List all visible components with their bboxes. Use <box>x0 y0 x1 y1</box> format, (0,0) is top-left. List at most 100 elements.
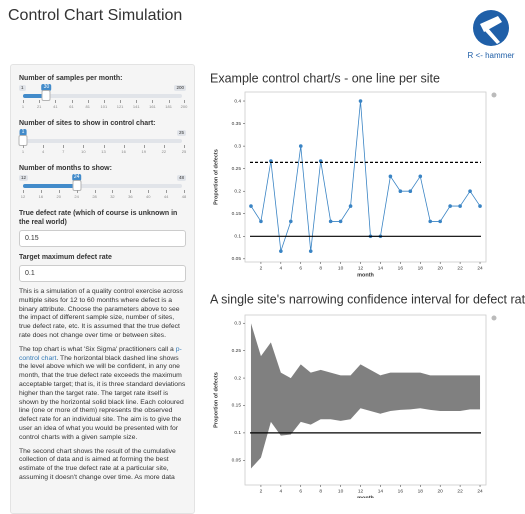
text-input[interactable]: 0.15 <box>19 230 186 247</box>
slider-tick-label: 16 <box>121 149 126 154</box>
data-point <box>368 234 373 239</box>
app-title: Control Chart Simulation <box>8 7 183 24</box>
text-input[interactable]: 0.1 <box>19 265 186 282</box>
slider[interactable]: Number of sites to show in control chart… <box>18 119 186 164</box>
slider-tick <box>39 100 41 103</box>
x-tick-label: 6 <box>299 488 302 494</box>
slider-tick <box>136 100 138 103</box>
settings-icon <box>491 92 497 98</box>
x-tick-label: 2 <box>260 488 263 494</box>
x-tick-label: 18 <box>418 265 424 271</box>
slider-max: 48 <box>176 175 186 181</box>
slider-tick <box>163 145 165 148</box>
slider-tick <box>184 190 185 193</box>
sidebar: Number of samples per month: 1 200 30 1 21 41 6… <box>10 64 195 514</box>
slider-label: Number of sites to show in control chart… <box>19 120 156 127</box>
y-axis-label: Proportion of defects <box>213 372 219 428</box>
plot-area <box>244 91 487 263</box>
x-tick-label: 14 <box>378 265 384 271</box>
slider-tick <box>23 145 24 148</box>
confidence-band <box>250 323 481 469</box>
data-point <box>478 204 482 208</box>
slider-label: Number of samples per month: <box>19 75 123 82</box>
logo-text: R <- hammer <box>468 51 515 60</box>
slider[interactable]: Number of samples per month: 1 200 30 1 21 41 6… <box>19 74 188 119</box>
y-tick-label: 0.25 <box>232 348 242 354</box>
slider[interactable]: Number of months to show: 12 48 24 12 16 20 24 2… <box>19 164 186 209</box>
slider-tick <box>58 190 60 193</box>
slider-tick <box>71 100 73 103</box>
slider-tick <box>130 190 132 193</box>
x-tick-label: 18 <box>418 488 424 494</box>
link[interactable]: p-control chart <box>19 345 182 362</box>
chart-title: A single site's narrowing confidence int… <box>210 292 525 306</box>
y-tick-label: 0.35 <box>232 121 242 127</box>
slider-tick <box>76 190 78 193</box>
slider-tick-label: 40 <box>145 194 151 199</box>
slider-tick <box>23 190 24 193</box>
slider-tick-label: 12 <box>20 194 26 199</box>
slider-tick-label: 121 <box>116 104 124 109</box>
slider-tick <box>148 190 150 193</box>
slider-tick-label: 24 <box>74 194 79 199</box>
data-point <box>348 204 353 208</box>
slider-tick-label: 200 <box>180 104 188 109</box>
x-tick-label: 10 <box>338 265 344 271</box>
slider-handle[interactable] <box>41 90 51 101</box>
slider-tick-label: 32 <box>110 194 115 199</box>
x-tick-label: 4 <box>280 265 283 271</box>
settings-icon <box>491 315 497 321</box>
slider-tick <box>152 100 154 103</box>
y-tick-label: 0.15 <box>232 211 242 217</box>
slider-tick-label: 44 <box>163 194 169 199</box>
slider-tick <box>63 145 65 148</box>
slider-tick-label: 7 <box>62 149 65 154</box>
x-tick-label: 8 <box>319 488 322 494</box>
paragraph-text: The second chart shows the result of the… <box>19 447 176 481</box>
data-point <box>308 249 313 253</box>
slider-tick <box>112 190 114 193</box>
data-point <box>458 204 462 208</box>
slider-tick <box>123 145 125 148</box>
slider-tick-label: 41 <box>53 104 58 109</box>
data-point <box>338 219 343 224</box>
slider-tick-label: 20 <box>56 194 61 199</box>
slider-tick-label: 141 <box>132 104 140 109</box>
y-tick-label: 0.3 <box>234 320 241 326</box>
slider-tick <box>43 145 45 148</box>
data-point <box>468 189 472 194</box>
x-tick-label: 20 <box>438 488 444 494</box>
data-point <box>448 204 452 208</box>
slider-tick-label: 48 <box>181 194 187 199</box>
data-point <box>298 144 303 148</box>
data-point <box>249 204 253 208</box>
slider-tick <box>166 190 168 193</box>
plot-area <box>244 314 487 486</box>
y-tick-label: 0.05 <box>232 458 242 464</box>
y-tick-label: 0.05 <box>232 256 242 262</box>
slider-fill <box>23 184 77 188</box>
x-tick-label: 22 <box>457 488 463 494</box>
slider-max: 200 <box>174 85 186 91</box>
x-tick-label: 14 <box>378 488 384 494</box>
y-tick-label: 0.25 <box>232 166 242 172</box>
y-tick-label: 0.2 <box>234 375 241 381</box>
data-point <box>318 159 323 163</box>
slider-tick-label: 161 <box>149 104 156 109</box>
logo-icon <box>473 10 509 46</box>
slider-value: 24 <box>71 174 82 181</box>
slider-tick-label: 28 <box>92 194 97 199</box>
slider-track <box>23 94 182 98</box>
x-tick-label: 20 <box>438 265 444 271</box>
slider-tick <box>94 190 96 193</box>
slider-tick-label: 4 <box>42 149 45 154</box>
x-tick-label: 16 <box>398 265 404 271</box>
slider-tick <box>184 145 185 148</box>
data-point <box>328 219 333 224</box>
x-axis-label: month <box>357 272 374 278</box>
slider-fill <box>23 94 47 98</box>
x-tick-label: 22 <box>457 265 463 271</box>
slider-tick-label: 16 <box>38 194 44 199</box>
data-point <box>398 189 403 194</box>
slider-tick-label: 1 <box>21 149 25 154</box>
